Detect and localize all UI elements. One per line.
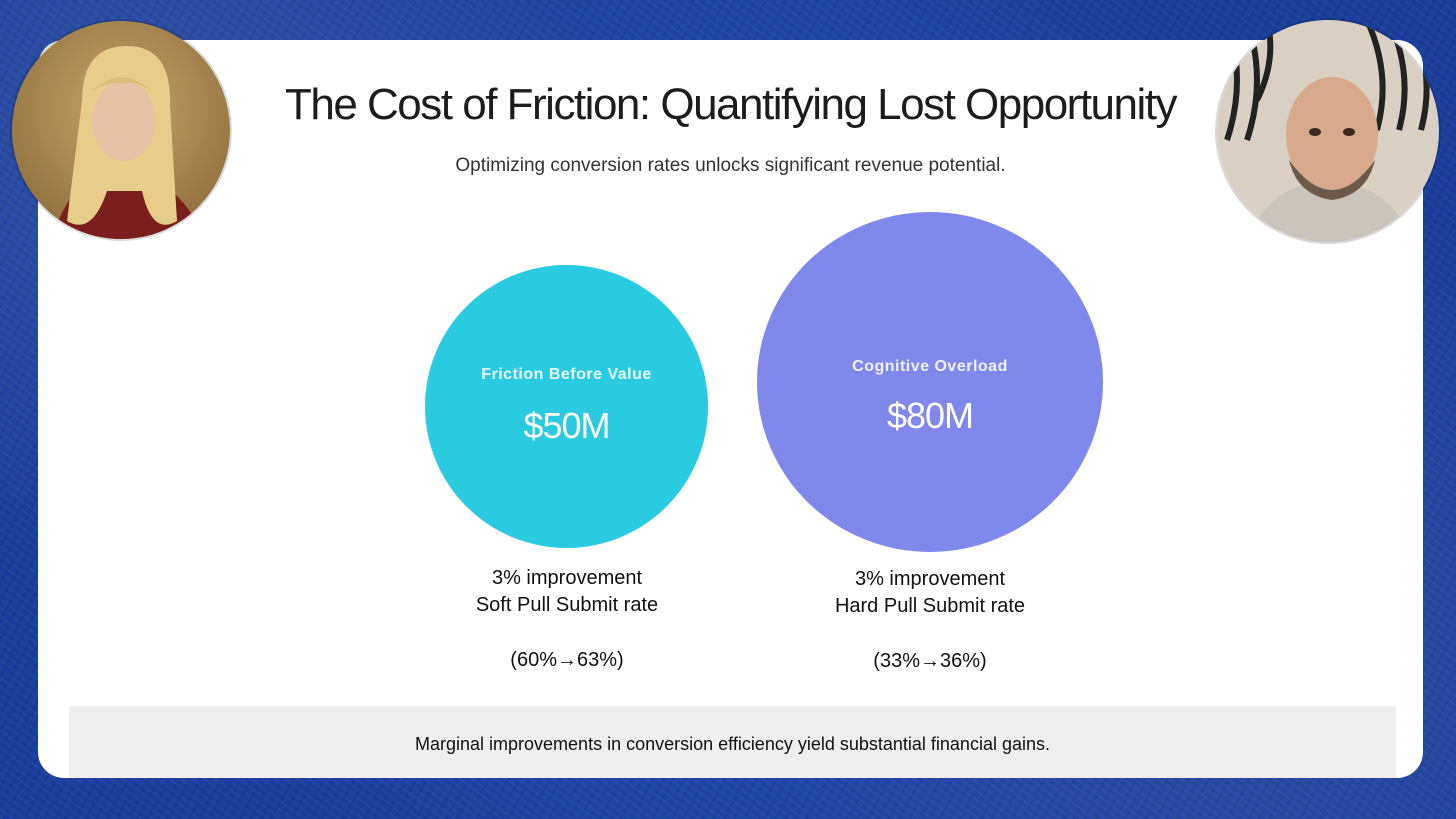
caption-range: (33%→36%) [873,650,987,672]
participant-video-female-icon [12,21,230,239]
presentation-slide: The Cost of Friction: Quantifying Lost O… [38,40,1423,778]
participant-video-male[interactable] [1217,20,1439,242]
footer-text: Marginal improvements in conversion effi… [415,734,1050,754]
bubble-value: $80M [886,395,974,436]
slide-title: The Cost of Friction: Quantifying Lost O… [284,80,1178,129]
bubble-value: $50M [523,405,610,446]
bubble-friction-before-value: Friction Before Value $50M [425,265,708,548]
participant-video-male-icon [1217,20,1439,242]
footer-band: Marginal improvements in conversion effi… [69,706,1396,778]
participant-video-female[interactable] [12,21,230,239]
caption-line: Soft Pull Submit rate [475,594,659,616]
caption-hard-pull: 3% improvement Hard Pull Submit rate (33… [780,566,1080,675]
caption-range: (60%→63%) [510,649,624,671]
bubble-label: Friction Before Value [481,366,652,383]
caption-line: 3% improvement [854,568,1006,590]
slide-subtitle: Optimizing conversion rates unlocks sign… [455,155,1006,176]
caption-line: Hard Pull Submit rate [834,595,1026,617]
bubble-cognitive-overload: Cognitive Overload $80M [757,212,1103,552]
caption-line: 3% improvement [491,567,643,589]
bubble-label: Cognitive Overload [852,358,1008,375]
caption-soft-pull: 3% improvement Soft Pull Submit rate (60… [417,565,717,674]
